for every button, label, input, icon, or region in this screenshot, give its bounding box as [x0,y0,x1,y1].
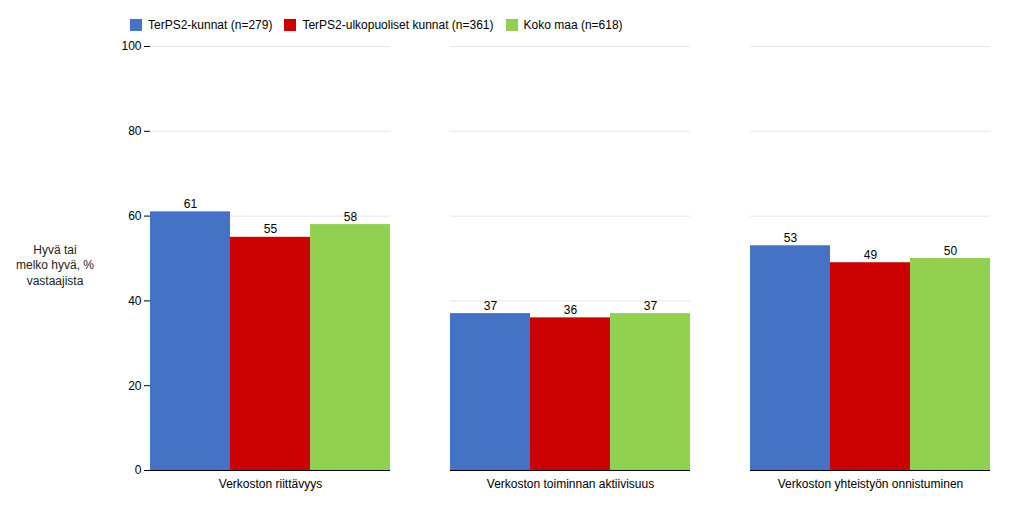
svg-text:55: 55 [264,222,278,236]
html-text:Hyvä tai melko hyvä, % vastaaj: Hyvä tai melko hyvä, % vastaajista [16,242,94,288]
svg-text:37: 37 [644,299,658,313]
svg-text:37: 37 [484,299,498,313]
svg-text:49: 49 [864,248,878,262]
svg-text:58: 58 [344,210,358,224]
html-text:TerPS2-kunnat (n=279): TerPS2-kunnat (n=279) [148,17,273,32]
svg-text:80: 80 [128,124,142,138]
html-text:TerPS2-ulkopuoliset kunnat (n=: TerPS2-ulkopuoliset kunnat (n=361) [302,17,494,32]
svg-text:61: 61 [184,197,198,211]
svg-text:Verkoston riittävyys: Verkoston riittävyys [219,477,322,491]
svg-text:Verkoston yhteistyön onnistumi: Verkoston yhteistyön onnistuminen [778,477,963,491]
svg-text:100: 100 [121,39,141,53]
svg-text:40: 40 [128,294,142,308]
svg-text:53: 53 [784,231,798,245]
svg-text:36: 36 [564,303,578,317]
svg-text:20: 20 [128,379,142,393]
svg-text:50: 50 [944,244,958,258]
svg-text:0: 0 [135,463,142,477]
svg-text:60: 60 [128,209,142,223]
svg-text:Verkoston toiminnan aktiivisuu: Verkoston toiminnan aktiivisuus [487,477,654,491]
html-text:Koko maa (n=618): Koko maa (n=618) [523,17,623,32]
